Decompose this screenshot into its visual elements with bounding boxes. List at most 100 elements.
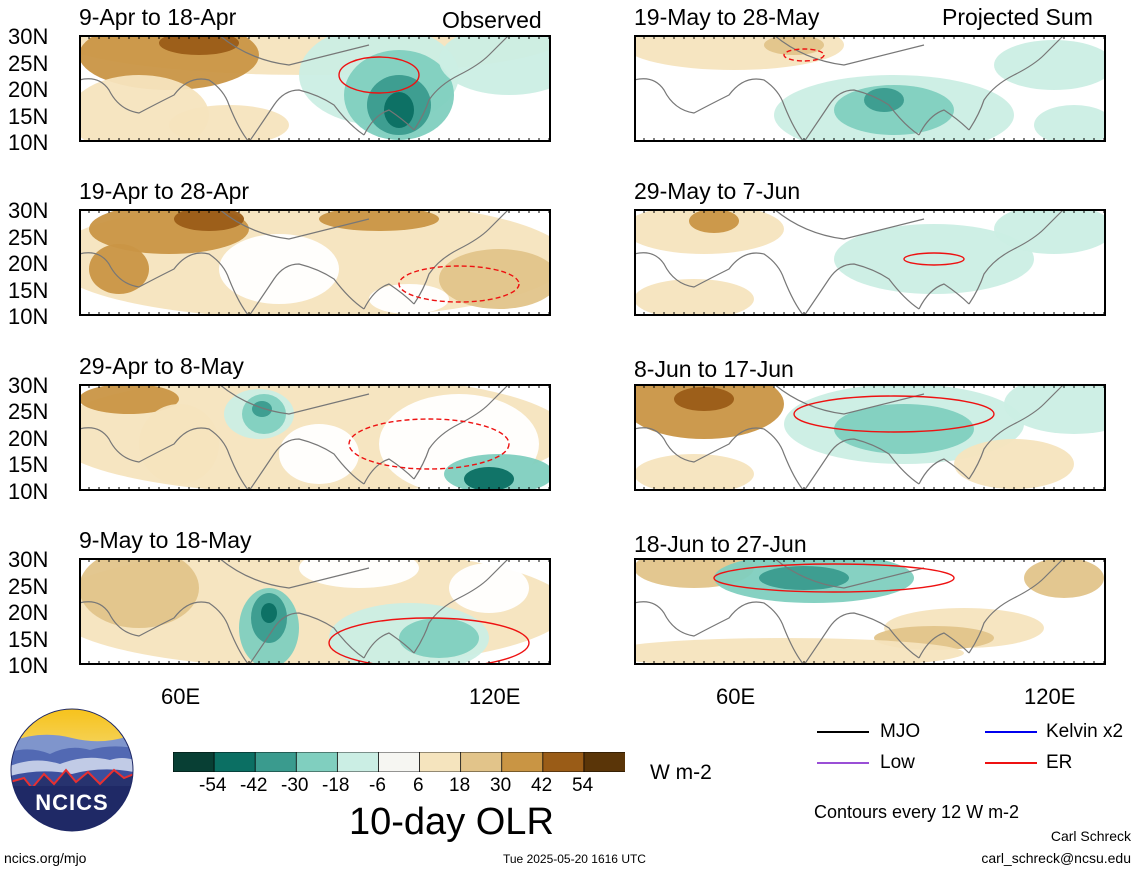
- lat-label: 25N: [8, 399, 49, 424]
- coastline: [634, 209, 1065, 316]
- olr-shading: [219, 234, 339, 304]
- coastline: [79, 558, 510, 665]
- panel-frame: [79, 35, 551, 142]
- panel-title: 9-Apr to 18-Apr: [79, 4, 237, 30]
- lat-label: 20N: [8, 600, 49, 625]
- lon-label: 120E: [469, 684, 521, 709]
- panel-title: 9-May to 18-May: [79, 527, 252, 553]
- lat-label: 10N: [8, 653, 49, 678]
- olr-shading: [439, 35, 551, 95]
- legend-low-swatch: [817, 762, 869, 764]
- author-name: Carl Schreck: [1050, 828, 1131, 844]
- olr-shading: [261, 603, 277, 623]
- er-contour: [328, 617, 530, 665]
- lat-label: 15N: [8, 278, 49, 303]
- er-contour: [338, 56, 420, 94]
- coastline: [218, 384, 370, 415]
- coastline: [634, 384, 1065, 491]
- olr-shading: [89, 244, 149, 294]
- coastline: [79, 209, 510, 316]
- lat-label: 25N: [8, 574, 49, 599]
- lon-label: 120E: [1024, 684, 1076, 709]
- colorbar-tick-label: -42: [240, 775, 268, 796]
- olr-shading: [954, 439, 1074, 489]
- panel-title: 18-Jun to 27-Jun: [634, 531, 807, 557]
- olr-shading: [319, 209, 439, 231]
- legend-er-label: ER: [1046, 752, 1073, 773]
- colorbar-tick-label: -54: [199, 775, 227, 796]
- lat-label: 30N: [8, 198, 49, 223]
- er-contour: [398, 265, 520, 303]
- olr-map-panel: [634, 209, 1106, 316]
- olr-shading: [252, 401, 272, 417]
- lon-label: 60E: [161, 684, 201, 709]
- olr-shading: [1034, 105, 1106, 142]
- olr-shading: [834, 404, 974, 454]
- er-contour: [793, 395, 995, 433]
- olr-map-panel: [79, 35, 551, 142]
- olr-shading: [634, 384, 784, 439]
- olr-shading: [399, 618, 479, 658]
- olr-shading: [299, 558, 419, 588]
- olr-shading: [79, 558, 199, 628]
- colorbar-swatch: [254, 751, 298, 773]
- lat-label: 30N: [8, 373, 49, 398]
- olr-shading: [1024, 558, 1104, 598]
- olr-map-panel: [634, 384, 1106, 491]
- olr-shading: [634, 454, 754, 491]
- contour-interval-note: Contours every 12 W m-2: [814, 802, 1020, 822]
- projected-header: Projected Sum: [942, 4, 1093, 30]
- colorbar-swatch: [542, 751, 585, 773]
- colorbar-tick-label: -6: [369, 775, 386, 796]
- timestamp: Tue 2025-05-20 1616 UTC: [503, 852, 646, 866]
- source-url: ncics.org/mjo: [4, 850, 87, 866]
- lat-label: 15N: [8, 452, 49, 477]
- olr-shading: [79, 384, 179, 414]
- coastline: [218, 558, 370, 589]
- olr-shading: [449, 563, 529, 613]
- lat-label: 15N: [8, 104, 49, 129]
- olr-shading: [159, 35, 239, 55]
- ncics-logo: NCICS: [10, 708, 134, 832]
- panel-frame: [79, 558, 551, 665]
- panel-title: 19-May to 28-May: [634, 4, 820, 30]
- olr-shading: [169, 105, 289, 142]
- legend-mjo-swatch: [817, 731, 869, 733]
- panel-frame: [634, 384, 1106, 491]
- logo-text: NCICS: [35, 790, 109, 815]
- colorbar-tick-label: -18: [322, 775, 350, 796]
- legend-mjo-label: MJO: [880, 721, 921, 742]
- er-contour: [783, 48, 825, 62]
- coastline: [773, 558, 925, 589]
- olr-shading: [1004, 384, 1106, 434]
- colorbar-swatch: [172, 751, 215, 773]
- colorbar-tick-label: 42: [531, 775, 553, 796]
- olr-map-panel: [634, 35, 1106, 142]
- lat-label: 30N: [8, 547, 49, 572]
- er-contour: [348, 418, 510, 470]
- olr-map-panel: [634, 558, 1106, 665]
- panel-frame: [79, 209, 551, 316]
- lat-label: 15N: [8, 627, 49, 652]
- olr-map-panel: [79, 209, 551, 316]
- coastline: [218, 35, 370, 66]
- colorbar-tick-label: 6: [413, 775, 424, 796]
- olr-shading: [384, 92, 414, 128]
- lat-label: 20N: [8, 426, 49, 451]
- olr-shading: [759, 566, 849, 590]
- figure-title: 10-day OLR: [349, 801, 554, 843]
- colorbar-tick-label: 54: [572, 775, 594, 796]
- colorbar-tick-label: 18: [449, 775, 471, 796]
- olr-shading: [634, 279, 754, 316]
- olr-shading: [994, 40, 1106, 90]
- coastline: [218, 209, 370, 240]
- olr-shading: [674, 387, 734, 411]
- olr-shading: [864, 88, 904, 112]
- olr-shading: [439, 249, 551, 309]
- panel-frame: [79, 384, 551, 491]
- colorbar-swatch: [501, 751, 544, 773]
- colorbar-swatch: [295, 751, 339, 773]
- lat-label: 30N: [8, 24, 49, 49]
- coastline: [634, 35, 1065, 142]
- lon-label: 60E: [716, 684, 756, 709]
